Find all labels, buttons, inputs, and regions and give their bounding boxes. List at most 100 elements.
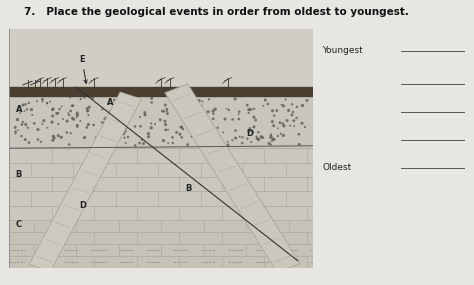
Point xyxy=(117,116,124,121)
Point xyxy=(161,119,169,123)
Point xyxy=(247,140,255,144)
Point xyxy=(210,109,217,113)
Point xyxy=(299,103,306,108)
Point xyxy=(239,135,246,140)
Point xyxy=(55,107,63,111)
Point xyxy=(296,142,304,146)
Point xyxy=(151,122,159,126)
Point xyxy=(59,117,67,121)
Point xyxy=(224,143,232,147)
Point xyxy=(301,125,309,129)
Point xyxy=(250,106,258,111)
Point xyxy=(249,130,256,134)
Polygon shape xyxy=(165,84,300,272)
Text: Oldest: Oldest xyxy=(322,163,352,172)
Point xyxy=(264,102,272,106)
Point xyxy=(58,104,65,109)
Bar xyxy=(9,148,313,220)
Point xyxy=(253,136,261,141)
Point xyxy=(124,135,132,139)
Point xyxy=(184,142,191,147)
Point xyxy=(107,109,114,114)
Point xyxy=(268,139,276,143)
Point xyxy=(25,101,33,105)
Point xyxy=(49,107,56,112)
Point xyxy=(131,124,139,129)
Point xyxy=(70,117,78,122)
Point xyxy=(18,122,26,127)
Point xyxy=(28,113,36,117)
Point xyxy=(43,101,51,106)
Point xyxy=(107,109,115,114)
Text: E: E xyxy=(79,55,87,83)
Point xyxy=(208,133,216,137)
Point xyxy=(147,121,155,126)
Point xyxy=(232,128,239,133)
Point xyxy=(205,126,212,130)
Point xyxy=(14,128,22,133)
Point xyxy=(219,130,227,135)
Point xyxy=(53,111,61,116)
Point xyxy=(76,119,84,123)
Point xyxy=(196,117,204,122)
Point xyxy=(148,100,155,105)
Point xyxy=(73,111,81,115)
Point xyxy=(23,107,31,111)
Point xyxy=(193,106,201,111)
Text: B: B xyxy=(16,170,22,179)
Point xyxy=(128,113,135,118)
Point xyxy=(179,127,187,131)
Point xyxy=(229,117,237,122)
Point xyxy=(190,107,197,111)
Point xyxy=(172,98,179,103)
Point xyxy=(44,101,51,105)
Point xyxy=(83,125,91,130)
Point xyxy=(260,104,267,108)
Point xyxy=(199,99,206,104)
Point xyxy=(274,134,282,138)
Point xyxy=(34,137,42,142)
Point xyxy=(195,99,203,103)
Point xyxy=(24,125,32,130)
Point xyxy=(249,107,256,112)
Point xyxy=(210,111,217,116)
Point xyxy=(255,137,263,142)
Point xyxy=(131,143,139,148)
Point xyxy=(199,118,207,122)
Point xyxy=(136,141,143,145)
Point xyxy=(257,135,265,139)
Point xyxy=(162,122,169,127)
Point xyxy=(49,138,56,142)
Point xyxy=(221,117,229,121)
Point xyxy=(267,135,275,139)
Point xyxy=(211,107,219,111)
Point xyxy=(231,97,239,101)
Point xyxy=(289,110,297,114)
Point xyxy=(73,125,81,129)
Point xyxy=(27,107,35,112)
Point xyxy=(120,119,128,124)
Point xyxy=(90,123,98,127)
Point xyxy=(164,127,172,132)
Point xyxy=(288,113,296,117)
Point xyxy=(101,115,109,120)
Point xyxy=(21,109,28,113)
Point xyxy=(83,106,91,111)
Point xyxy=(122,126,129,130)
Point xyxy=(288,102,296,107)
Point xyxy=(274,126,282,131)
Bar xyxy=(9,220,313,268)
Text: Youngest: Youngest xyxy=(322,46,363,55)
Point xyxy=(34,127,42,132)
Point xyxy=(55,133,62,138)
Point xyxy=(268,119,276,124)
Point xyxy=(228,138,236,142)
Point xyxy=(49,114,56,118)
Point xyxy=(204,109,212,114)
Point xyxy=(49,107,57,111)
Point xyxy=(73,115,81,120)
Point xyxy=(267,135,274,140)
Point xyxy=(111,121,119,126)
Point xyxy=(39,97,46,101)
Point xyxy=(276,120,284,125)
